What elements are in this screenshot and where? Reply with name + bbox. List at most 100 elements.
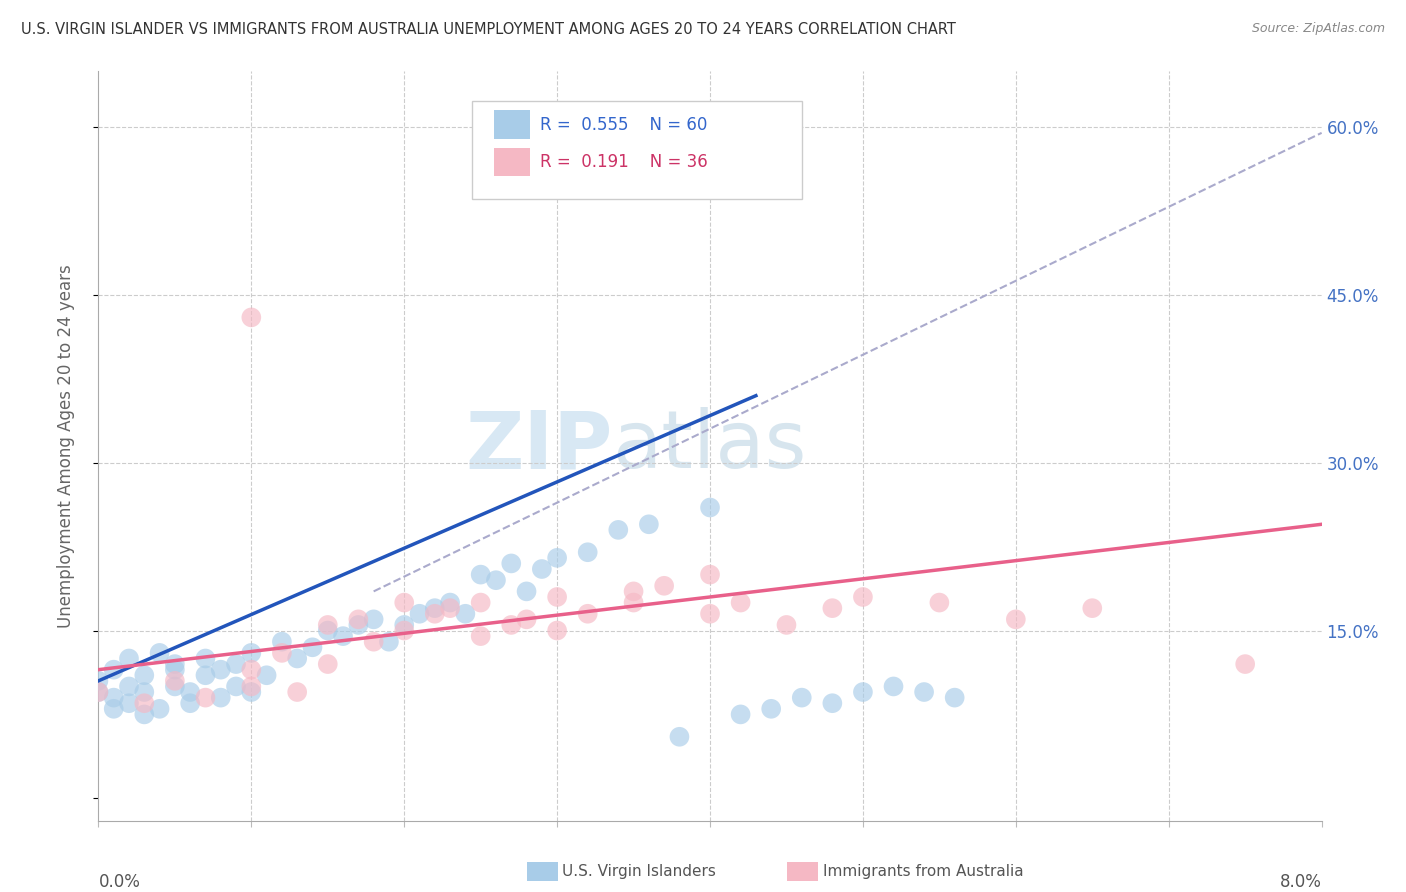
Point [285, 685, 308, 699]
Text: 0.0%: 0.0% [98, 873, 141, 891]
Point [1234, 657, 1257, 671]
Point [347, 612, 370, 626]
Point [943, 690, 966, 705]
Point [134, 685, 156, 699]
Point [103, 702, 125, 716]
Point [103, 663, 125, 677]
Point [852, 590, 875, 604]
Point [285, 651, 308, 665]
Text: Source: ZipAtlas.com: Source: ZipAtlas.com [1251, 22, 1385, 36]
Point [668, 160, 690, 174]
Point [470, 567, 492, 582]
Point [163, 657, 186, 671]
FancyBboxPatch shape [471, 102, 801, 199]
Point [392, 618, 416, 632]
Point [485, 573, 508, 587]
Point [668, 730, 690, 744]
Point [730, 596, 752, 610]
Point [775, 618, 797, 632]
Point [576, 545, 599, 559]
Point [194, 651, 217, 665]
Point [623, 584, 645, 599]
Point [730, 707, 752, 722]
Point [118, 651, 141, 665]
Point [501, 557, 523, 571]
Point [790, 690, 813, 705]
Point [699, 567, 721, 582]
Bar [494, 111, 530, 139]
Point [240, 685, 263, 699]
Text: U.S. Virgin Islanders: U.S. Virgin Islanders [562, 864, 716, 879]
Point [270, 634, 294, 648]
Point [821, 601, 844, 615]
Text: Immigrants from Australia: Immigrants from Australia [823, 864, 1024, 879]
Point [623, 596, 645, 610]
Point [576, 607, 599, 621]
Point [439, 596, 461, 610]
Point [103, 690, 125, 705]
Point [530, 562, 553, 576]
Point [87, 685, 110, 699]
Point [240, 680, 263, 694]
Point [240, 310, 263, 325]
Point [363, 612, 385, 626]
Point [423, 607, 446, 621]
Point [316, 624, 339, 638]
Point [270, 646, 294, 660]
Point [928, 596, 950, 610]
Point [332, 629, 354, 643]
Point [699, 607, 721, 621]
Point [209, 690, 232, 705]
Point [225, 680, 247, 694]
Point [699, 500, 721, 515]
Point [546, 624, 568, 638]
Point [316, 657, 339, 671]
Point [516, 584, 538, 599]
Point [179, 696, 201, 710]
Point [301, 640, 323, 655]
Text: U.S. VIRGIN ISLANDER VS IMMIGRANTS FROM AUSTRALIA UNEMPLOYMENT AMONG AGES 20 TO : U.S. VIRGIN ISLANDER VS IMMIGRANTS FROM … [21, 22, 956, 37]
Point [852, 685, 875, 699]
Point [240, 663, 263, 677]
Point [652, 579, 675, 593]
Point [347, 618, 370, 632]
Point [134, 668, 156, 682]
Bar [494, 148, 530, 177]
Point [134, 696, 156, 710]
Point [392, 624, 416, 638]
Text: atlas: atlas [612, 407, 807, 485]
Point [1004, 612, 1026, 626]
Point [408, 607, 430, 621]
Point [163, 673, 186, 688]
Point [516, 612, 538, 626]
Point [883, 680, 905, 694]
Point [194, 668, 217, 682]
Point [821, 696, 844, 710]
Text: 8.0%: 8.0% [1279, 873, 1322, 891]
Point [149, 646, 172, 660]
Point [194, 690, 217, 705]
Point [546, 550, 568, 565]
Point [256, 668, 278, 682]
Point [163, 663, 186, 677]
Point [546, 590, 568, 604]
Point [912, 685, 935, 699]
Point [454, 607, 477, 621]
Point [149, 702, 172, 716]
Point [225, 657, 247, 671]
Point [240, 646, 263, 660]
Point [392, 596, 416, 610]
Point [470, 596, 492, 610]
Point [759, 702, 782, 716]
Point [423, 601, 446, 615]
Point [607, 523, 630, 537]
Point [179, 685, 201, 699]
Point [163, 680, 186, 694]
Point [209, 663, 232, 677]
Text: R =  0.555    N = 60: R = 0.555 N = 60 [540, 116, 707, 134]
Text: ZIP: ZIP [465, 407, 612, 485]
Point [363, 634, 385, 648]
Point [87, 685, 110, 699]
Point [134, 707, 156, 722]
Point [378, 634, 401, 648]
